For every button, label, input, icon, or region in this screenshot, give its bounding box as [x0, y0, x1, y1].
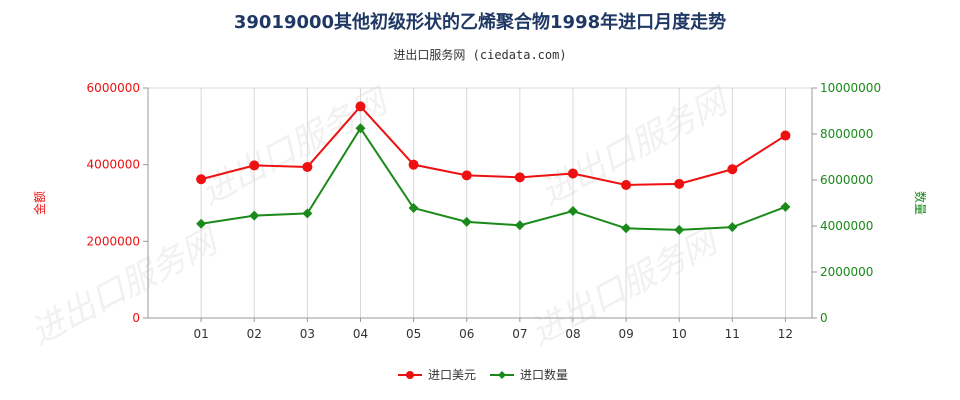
legend-label-1: 进口美元 — [428, 368, 476, 382]
x-tick-label: 05 — [406, 327, 421, 341]
series-point-1 — [567, 168, 578, 179]
legend-label-2: 进口数量 — [520, 367, 568, 382]
series-point-1 — [621, 179, 632, 190]
y-right-tick-label: 2000000 — [820, 265, 873, 279]
series-point-1 — [674, 178, 685, 189]
x-tick-label: 02 — [247, 327, 262, 341]
series-point-2 — [674, 224, 685, 235]
x-tick-label: 10 — [672, 327, 687, 341]
y-right-tick-label: 4000000 — [820, 219, 873, 233]
series-point-1 — [461, 170, 472, 181]
x-tick-label: 03 — [300, 327, 315, 341]
x-tick-label: 01 — [193, 327, 208, 341]
y-left-tick-label: 4000000 — [87, 158, 140, 172]
chart-subtitle: 进出口服务网 (ciedata.com) — [393, 48, 567, 62]
series-point-2 — [249, 210, 260, 221]
series-point-2 — [355, 123, 366, 134]
x-tick-label: 11 — [725, 327, 740, 341]
series-point-2 — [727, 222, 738, 233]
y-right-tick-label: 6000000 — [820, 173, 873, 187]
series-point-2 — [567, 206, 578, 217]
series-point-2 — [461, 216, 472, 227]
y-right-tick-label: 0 — [820, 311, 828, 325]
legend-marker-2 — [498, 371, 506, 379]
y-left-tick-label: 0 — [132, 311, 140, 325]
series-line-1 — [200, 104, 786, 186]
series-point-1 — [514, 172, 525, 183]
series-point-1 — [727, 164, 738, 175]
series-point-1 — [249, 160, 260, 171]
series-point-2 — [196, 218, 207, 229]
y-left-axis-title: 金额 — [32, 191, 47, 215]
x-tick-label: 06 — [459, 327, 474, 341]
series-line-2 — [200, 126, 786, 231]
x-tick-label: 08 — [565, 327, 580, 341]
series-point-2 — [514, 220, 525, 231]
x-tick-label: 09 — [618, 327, 633, 341]
chart-title: 39019000其他初级形状的乙烯聚合物1998年进口月度走势 — [233, 12, 727, 33]
y-left-tick-label: 2000000 — [87, 234, 140, 248]
series-point-2 — [302, 208, 313, 219]
series-point-1 — [408, 159, 419, 170]
y-right-axis-title: 数量 — [913, 191, 928, 215]
x-tick-label: 12 — [778, 327, 793, 341]
series-point-1 — [780, 130, 791, 141]
y-right-tick-label: 10000000 — [820, 81, 881, 95]
y-right-tick-label: 8000000 — [820, 127, 873, 141]
x-tick-label: 07 — [512, 327, 527, 341]
series-point-1 — [355, 101, 366, 112]
y-left-tick-label: 6000000 — [87, 81, 140, 95]
series-point-1 — [196, 174, 207, 185]
series-point-2 — [780, 201, 791, 212]
series-point-2 — [621, 223, 632, 234]
series-point-1 — [302, 161, 313, 172]
x-tick-label: 04 — [353, 327, 368, 341]
legend-marker-1 — [406, 371, 414, 379]
series-point-2 — [408, 203, 419, 214]
